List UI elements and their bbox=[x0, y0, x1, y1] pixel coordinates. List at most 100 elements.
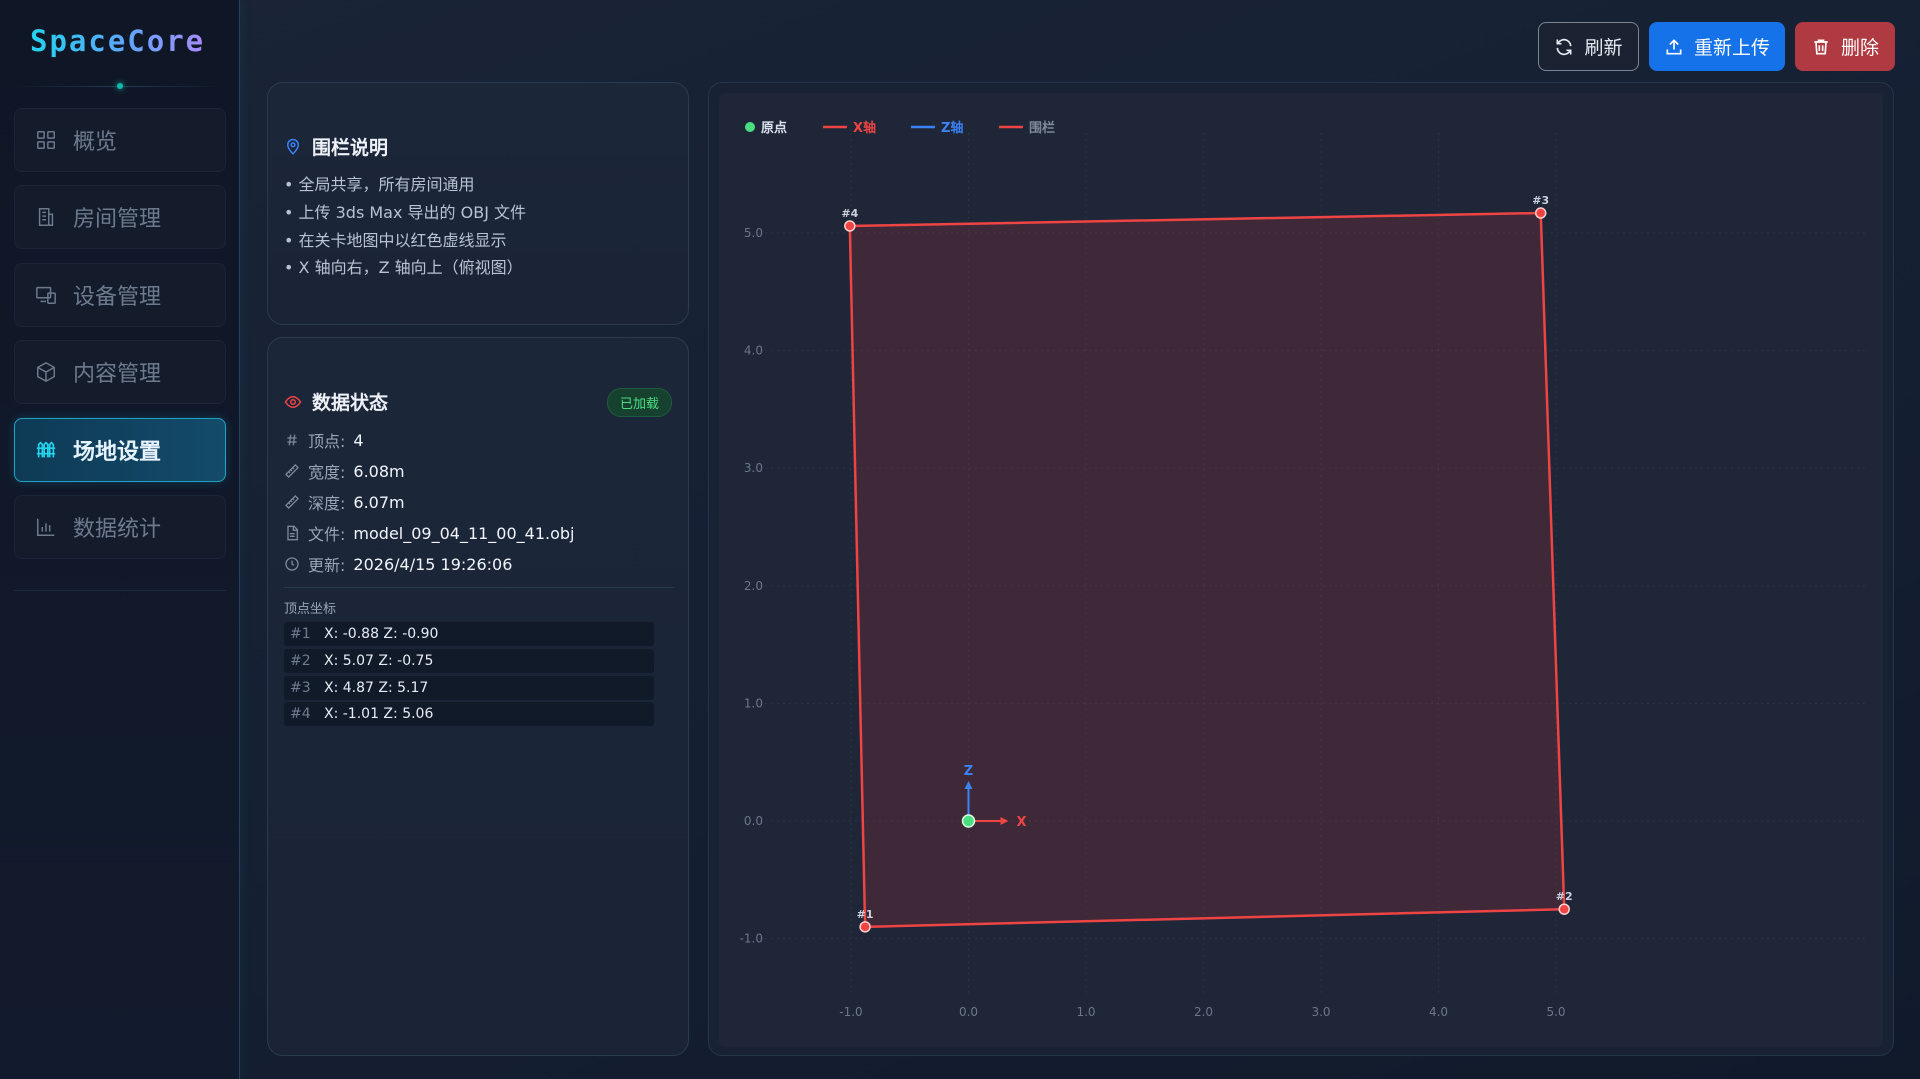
section-divider bbox=[284, 587, 674, 588]
coord-index: #1 bbox=[290, 626, 311, 642]
file-label: 文件: bbox=[308, 525, 346, 544]
vertices-row: 顶点: 4 bbox=[284, 428, 364, 452]
delete-button[interactable]: 删除 bbox=[1795, 22, 1895, 71]
fence-bullet: • 上传 3ds Max 导出的 OBJ 文件 bbox=[284, 203, 526, 222]
origin-point bbox=[961, 814, 976, 828]
coord-row: #1 X: -0.88 Z: -0.90 bbox=[284, 622, 654, 646]
z-axis-arrowhead bbox=[964, 781, 973, 789]
reupload-label: 重新上传 bbox=[1693, 37, 1770, 59]
sidebar-item-venue[interactable]: 场地设置 bbox=[14, 418, 226, 482]
sidebar-item-label: 场地设置 bbox=[73, 440, 162, 465]
width-row: 宽度: 6.08m bbox=[284, 459, 405, 483]
file-icon bbox=[287, 525, 298, 541]
fence-info-panel: 围栏说明 • 全局共享，所有房间通用 • 上传 3ds Max 导出的 OBJ … bbox=[267, 82, 689, 325]
ruler-icon bbox=[285, 495, 299, 509]
fence-bullet: • 全局共享，所有房间通用 bbox=[284, 175, 475, 194]
hash-icon bbox=[287, 434, 297, 446]
vertices-label: 顶点: bbox=[308, 432, 346, 451]
grid-icon bbox=[37, 131, 55, 149]
coord-values: X: 5.07 Z: -0.75 bbox=[324, 653, 434, 669]
legend-label: 原点 bbox=[761, 120, 787, 136]
coord-row: #4 X: -1.01 Z: 5.06 bbox=[284, 702, 654, 726]
fence-info-title: 围栏说明 bbox=[284, 133, 388, 160]
refresh-icon bbox=[1556, 38, 1572, 55]
sidebar-item-label: 概览 bbox=[73, 130, 118, 155]
x-axis-label: X bbox=[1017, 815, 1027, 830]
sidebar-item-label: 房间管理 bbox=[73, 207, 162, 232]
sidebar-item-label: 内容管理 bbox=[73, 362, 162, 387]
sidebar-item-rooms[interactable]: 房间管理 bbox=[14, 185, 226, 249]
sidebar: SpaceCore 概览 房间管理 设备管理 内容管理 场地设置 数据统计 bbox=[0, 0, 240, 1079]
clock-icon bbox=[285, 557, 299, 571]
fence-vertex bbox=[859, 921, 871, 933]
fence-vertex-label: #1 bbox=[857, 908, 874, 921]
width-label: 宽度: bbox=[308, 463, 346, 482]
upload-icon bbox=[1666, 38, 1682, 54]
sidebar-item-label: 设备管理 bbox=[73, 285, 162, 310]
fence-map-canvas[interactable]: -1.0 0.0 1.0 2.0 3.0 4.0 5.0 -1.0 0.0 1.0 2.0 3.0 4.… bbox=[719, 93, 1883, 1047]
eye-icon bbox=[284, 395, 302, 408]
legend-label: Z轴 bbox=[941, 120, 963, 136]
fence-vertex-label: #4 bbox=[841, 207, 858, 220]
status-badge: 已加载 bbox=[606, 388, 672, 417]
x-tick-label: 5.0 bbox=[1546, 1005, 1565, 1019]
fence-icon bbox=[36, 441, 56, 458]
fence-vertex bbox=[1534, 207, 1547, 219]
app-logo: SpaceCore bbox=[30, 24, 206, 58]
fence-vertex bbox=[1558, 903, 1570, 915]
fence-map-chart: -1.0 0.0 1.0 2.0 3.0 4.0 5.0 -1.0 0.0 1.0 2.0 3.0 4.… bbox=[740, 120, 1869, 1019]
coord-values: X: -0.88 Z: -0.90 bbox=[324, 626, 439, 642]
x-tick-label: 3.0 bbox=[1311, 1005, 1330, 1019]
x-tick-label: 4.0 bbox=[1429, 1005, 1448, 1019]
fence-vertex-label: #2 bbox=[1556, 890, 1573, 903]
sidebar-item-overview[interactable]: 概览 bbox=[14, 108, 226, 172]
sidebar-item-stats[interactable]: 数据统计 bbox=[14, 495, 226, 559]
updated-value: 2026/4/15 19:26:06 bbox=[353, 554, 513, 574]
building-icon bbox=[38, 208, 54, 226]
trash-icon bbox=[1814, 39, 1828, 54]
coord-row: #3 X: 4.87 Z: 5.17 bbox=[284, 676, 654, 700]
sidebar-item-label: 数据统计 bbox=[73, 517, 162, 542]
reupload-button[interactable]: 重新上传 bbox=[1649, 22, 1785, 71]
depth-row: 深度: 6.07m bbox=[284, 490, 405, 514]
delete-label: 删除 bbox=[1840, 37, 1879, 59]
bar-chart-icon bbox=[37, 518, 55, 536]
coord-values: X: -1.01 Z: 5.06 bbox=[324, 706, 434, 722]
fence-bullet: • 在关卡地图中以红色虚线显示 bbox=[284, 231, 507, 250]
coord-row: #2 X: 5.07 Z: -0.75 bbox=[284, 649, 654, 673]
y-tick-label: 0.0 bbox=[744, 814, 763, 828]
refresh-label: 刷新 bbox=[1584, 37, 1623, 59]
box-icon bbox=[37, 361, 55, 383]
sidebar-item-content[interactable]: 内容管理 bbox=[14, 340, 226, 404]
y-tick-label: -1.0 bbox=[740, 932, 763, 946]
file-value: model_09_04_11_00_41.obj bbox=[353, 523, 575, 543]
logo-dot bbox=[117, 83, 123, 89]
location-pin-icon bbox=[286, 138, 300, 155]
fence-bullet: • X 轴向右，Z 轴向上（俯视图） bbox=[284, 258, 523, 277]
fence-vertex-label: #3 bbox=[1532, 194, 1549, 207]
y-tick-label: 4.0 bbox=[744, 344, 763, 358]
coord-index: #4 bbox=[290, 706, 311, 722]
coord-index: #2 bbox=[290, 653, 311, 669]
fence-polygon bbox=[848, 211, 1566, 929]
x-tick-label: 2.0 bbox=[1194, 1005, 1213, 1019]
y-tick-label: 3.0 bbox=[744, 461, 763, 475]
depth-value: 6.07m bbox=[353, 492, 405, 512]
sidebar-item-devices[interactable]: 设备管理 bbox=[14, 263, 226, 327]
data-status-panel: 数据状态 已加载 顶点: 4 宽度: 6.08m 深度: 6.07m 文件: m… bbox=[267, 337, 689, 1056]
width-value: 6.08m bbox=[353, 461, 405, 481]
legend-label: X轴 bbox=[853, 120, 876, 136]
legend-marker bbox=[745, 122, 755, 132]
data-status-title-text: 数据状态 bbox=[312, 392, 389, 414]
fence-vertex bbox=[844, 220, 856, 232]
refresh-button[interactable]: 刷新 bbox=[1538, 22, 1639, 71]
depth-label: 深度: bbox=[308, 494, 346, 513]
y-tick-label: 2.0 bbox=[744, 579, 763, 593]
updated-label: 更新: bbox=[308, 556, 346, 575]
x-axis-arrowhead bbox=[1000, 817, 1009, 825]
updated-row: 更新: 2026/4/15 19:26:06 bbox=[284, 552, 512, 576]
coord-values: X: 4.87 Z: 5.17 bbox=[324, 680, 429, 696]
fence-map-panel: -1.0 0.0 1.0 2.0 3.0 4.0 5.0 -1.0 0.0 1.0 2.0 3.0 4.… bbox=[708, 82, 1894, 1056]
x-tick-label: -1.0 bbox=[839, 1005, 862, 1019]
sidebar-divider bbox=[14, 590, 226, 591]
